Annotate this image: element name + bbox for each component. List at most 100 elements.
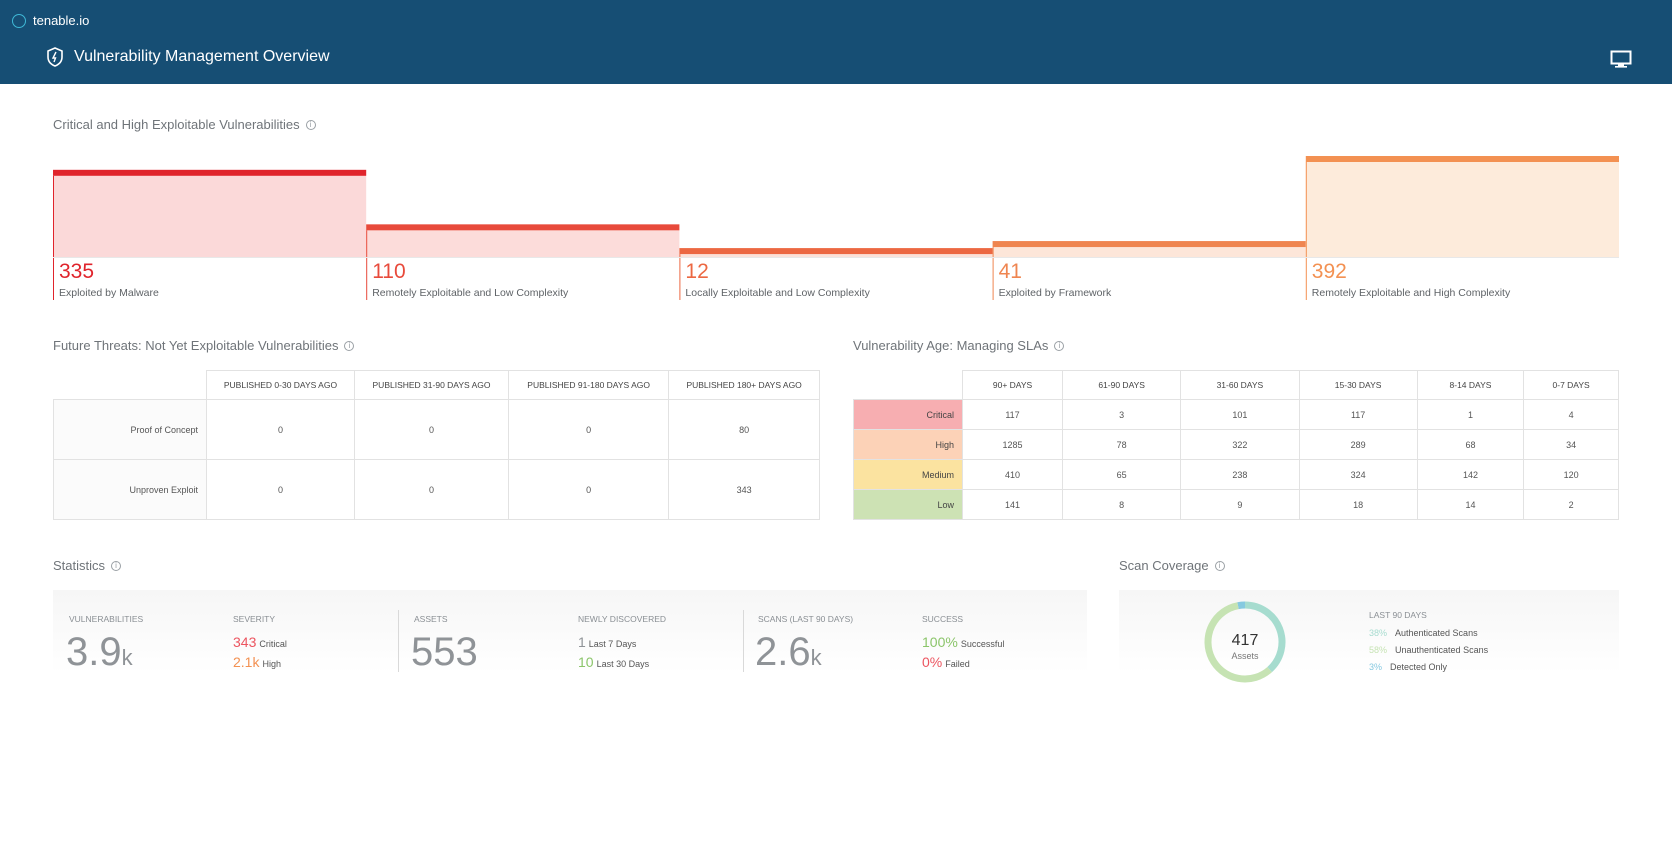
brand-logo[interactable]: tenable.io — [12, 13, 89, 28]
exploit-bar[interactable] — [366, 224, 680, 300]
table-cell[interactable]: 34 — [1523, 429, 1619, 460]
newly-discovered-month[interactable]: 10 Last 30 Days — [578, 654, 649, 670]
info-icon[interactable]: i — [1054, 340, 1065, 351]
exploit-bar[interactable] — [679, 248, 993, 300]
table-cell[interactable]: 9 — [1180, 489, 1300, 520]
statistics-title: Statistics i — [53, 558, 122, 573]
donut-segment[interactable] — [1244, 601, 1286, 673]
table-cell[interactable]: 4 — [1523, 399, 1619, 430]
scans-label: SCANS (LAST 90 DAYS) — [758, 614, 854, 624]
failed-text: Failed — [945, 659, 970, 669]
exploit-bar-label[interactable]: 392 Remotely Exploitable and High Complex… — [1312, 260, 1510, 299]
exploit-bar-label[interactable]: 41 Exploited by Framework — [999, 260, 1112, 299]
legend-unauthenticated[interactable]: 58% Unauthenticated Scans — [1369, 645, 1488, 655]
exploit-category: Remotely Exploitable and Low Complexity — [372, 287, 569, 299]
table-cell[interactable]: 68 — [1416, 429, 1525, 460]
column-header[interactable]: 90+ DAYS — [961, 370, 1064, 400]
table-cell[interactable]: 3 — [1062, 399, 1182, 430]
exploit-count: 12 — [685, 260, 709, 283]
exploit-bar[interactable] — [992, 241, 1306, 300]
table-cell[interactable]: 0 — [508, 399, 670, 460]
table-header-row: 90+ DAYS 61-90 DAYS 31-60 DAYS 15-30 DAY… — [853, 370, 1619, 400]
donut-total: 417 — [1232, 632, 1259, 649]
table-row: Medium 410 65 238 324 142 120 — [853, 459, 1619, 490]
table-cell[interactable]: 0 — [508, 459, 670, 520]
table-cell[interactable]: 289 — [1298, 429, 1418, 460]
row-label: Proof of Concept — [53, 399, 207, 460]
table-cell[interactable]: 117 — [961, 399, 1064, 430]
table-cell[interactable]: 65 — [1062, 459, 1182, 490]
severity-label-critical: Critical — [853, 399, 963, 430]
severity-high[interactable]: 2.1k High — [233, 654, 281, 670]
table-cell[interactable]: 0 — [206, 459, 355, 520]
exploit-bar-fill — [992, 247, 1306, 257]
success-failed[interactable]: 0% Failed — [922, 654, 970, 670]
table-cell[interactable]: 80 — [668, 399, 820, 460]
severity-label-high: High — [853, 429, 963, 460]
detected-only-percent: 3% — [1369, 662, 1383, 672]
column-header[interactable]: 15-30 DAYS — [1298, 370, 1418, 400]
table-cell[interactable]: 0 — [206, 399, 355, 460]
statistics-panel: VULNERABILITIES 3.9k SEVERITY 343 Critica… — [53, 590, 1087, 675]
exploit-category: Locally Exploitable and Low Complexity — [685, 287, 870, 299]
table-cell[interactable]: 322 — [1180, 429, 1300, 460]
monitor-icon[interactable] — [1610, 50, 1632, 68]
donut-segment[interactable] — [1237, 601, 1246, 610]
exploit-bar[interactable] — [53, 169, 367, 300]
info-icon[interactable]: i — [305, 119, 316, 130]
column-header[interactable]: 31-60 DAYS — [1180, 370, 1300, 400]
column-header[interactable]: 61-90 DAYS — [1062, 370, 1182, 400]
shield-icon — [47, 47, 63, 67]
legend-detected-only[interactable]: 3% Detected Only — [1369, 662, 1447, 672]
column-header[interactable]: PUBLISHED 180+ DAYS AGO — [668, 370, 820, 400]
table-cell[interactable]: 0 — [353, 399, 510, 460]
table-cell[interactable]: 1 — [1416, 399, 1525, 430]
table-cell[interactable]: 2 — [1523, 489, 1619, 520]
info-icon[interactable]: i — [1214, 560, 1225, 571]
donut-total-label: Assets — [1231, 651, 1259, 661]
severity-critical[interactable]: 343 Critical — [233, 634, 287, 650]
table-corner — [53, 370, 207, 400]
newly-discovered-week[interactable]: 1 Last 7 Days — [578, 634, 636, 650]
vulnerabilities-value[interactable]: 3.9k — [66, 630, 133, 675]
donut-segment[interactable] — [1204, 602, 1272, 683]
table-cell[interactable]: 141 — [961, 489, 1064, 520]
table-cell[interactable]: 117 — [1298, 399, 1418, 430]
exploit-bar[interactable] — [1305, 156, 1619, 300]
info-icon[interactable]: i — [344, 340, 355, 351]
info-icon[interactable]: i — [111, 560, 122, 571]
column-header[interactable]: PUBLISHED 91-180 DAYS AGO — [508, 370, 670, 400]
table-cell[interactable]: 14 — [1416, 489, 1525, 520]
table-cell[interactable]: 142 — [1416, 459, 1525, 490]
table-cell[interactable]: 120 — [1523, 459, 1619, 490]
table-cell[interactable]: 18 — [1298, 489, 1418, 520]
legend-authenticated[interactable]: 38% Authenticated Scans — [1369, 628, 1478, 638]
table-cell[interactable]: 238 — [1180, 459, 1300, 490]
exploit-category: Exploited by Malware — [59, 287, 159, 299]
assets-label: ASSETS — [414, 614, 448, 624]
exploit-bar-label[interactable]: 335 Exploited by Malware — [59, 260, 159, 299]
table-cell[interactable]: 410 — [961, 459, 1064, 490]
column-header[interactable]: 0-7 DAYS — [1523, 370, 1619, 400]
success-successful[interactable]: 100% Successful — [922, 634, 1004, 650]
table-cell[interactable]: 8 — [1062, 489, 1182, 520]
table-cell[interactable]: 343 — [668, 459, 820, 520]
assets-value[interactable]: 553 — [411, 630, 478, 674]
column-header[interactable]: PUBLISHED 31-90 DAYS AGO — [353, 370, 510, 400]
table-cell[interactable]: 0 — [353, 459, 510, 520]
exploit-bar-label[interactable]: 12 Locally Exploitable and Low Complexity — [685, 260, 869, 299]
table-cell[interactable]: 1285 — [961, 429, 1064, 460]
column-header[interactable]: 8-14 DAYS — [1416, 370, 1525, 400]
exploit-category: Remotely Exploitable and High Complexity — [1311, 287, 1511, 299]
table-cell[interactable]: 324 — [1298, 459, 1418, 490]
column-header[interactable]: PUBLISHED 0-30 DAYS AGO — [206, 370, 355, 400]
table-row: Low 141 8 9 18 14 2 — [853, 489, 1619, 520]
scans-value[interactable]: 2.6k — [755, 630, 822, 675]
scan-coverage-donut[interactable]: 417 Assets — [1119, 590, 1619, 683]
table-cell[interactable]: 101 — [1180, 399, 1300, 430]
table-cell[interactable]: 78 — [1062, 429, 1182, 460]
exploit-bar-label[interactable]: 110 Remotely Exploitable and Low Complexi… — [372, 260, 568, 299]
exploit-bar-fill — [1305, 162, 1619, 257]
future-threats-table: PUBLISHED 0-30 DAYS AGO PUBLISHED 31-90 … — [53, 370, 820, 520]
authenticated-label: Authenticated Scans — [1395, 628, 1478, 638]
